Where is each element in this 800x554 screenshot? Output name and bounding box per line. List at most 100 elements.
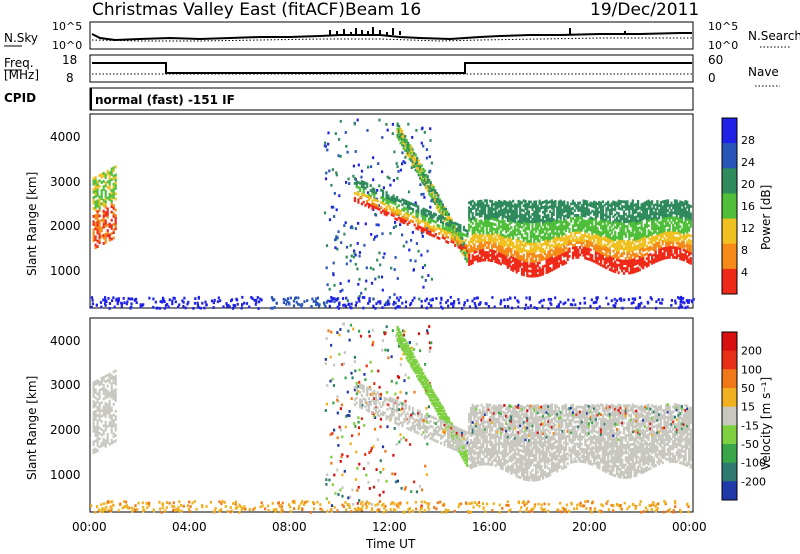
band-cell xyxy=(545,256,548,260)
band-cell xyxy=(531,267,534,271)
band-cell xyxy=(651,254,654,258)
band-cell xyxy=(469,217,473,221)
echo-cell xyxy=(114,197,117,201)
band-cell xyxy=(621,262,624,265)
band-cell xyxy=(533,235,536,238)
band-cell xyxy=(520,263,524,266)
stripe-cell xyxy=(408,146,411,150)
band-cell xyxy=(629,241,633,245)
band-cell xyxy=(610,266,613,270)
band-cell xyxy=(605,256,608,260)
band-cell xyxy=(654,218,657,221)
band-cell xyxy=(578,223,582,227)
band-cell xyxy=(557,212,560,216)
band-cell xyxy=(392,209,395,212)
band-cell xyxy=(612,200,615,204)
band-cell xyxy=(557,208,560,211)
scatter-cell xyxy=(390,355,393,359)
ground-cell xyxy=(439,301,442,305)
band-cell xyxy=(394,416,397,420)
band-cell xyxy=(684,217,687,221)
band-cell xyxy=(355,182,358,186)
band-cell xyxy=(373,392,376,395)
ground-cell xyxy=(463,301,466,304)
band-cell xyxy=(468,253,471,257)
band-cell xyxy=(635,203,638,206)
band-cell xyxy=(594,253,597,257)
band-cell xyxy=(494,228,497,231)
band-cell xyxy=(661,227,664,231)
band-cell xyxy=(600,231,603,235)
scatter-cell xyxy=(357,432,360,436)
band-cell xyxy=(631,199,634,203)
band-cell xyxy=(464,234,467,237)
band-cell xyxy=(535,235,538,238)
band-cell xyxy=(524,241,527,245)
band-cell xyxy=(688,251,691,254)
scatter-cell xyxy=(372,340,375,344)
ground-cell xyxy=(312,300,315,303)
echo-cell xyxy=(98,219,101,223)
ground-cell xyxy=(314,300,318,304)
ground-cell xyxy=(549,298,553,301)
band-cell xyxy=(476,259,480,263)
band-cell xyxy=(517,222,520,225)
band-cell xyxy=(603,221,606,224)
band-cell xyxy=(594,208,597,212)
band-cell xyxy=(445,225,448,229)
band-cell xyxy=(550,268,553,272)
stripe-cell xyxy=(435,403,438,407)
band-cell xyxy=(658,216,661,220)
band-cell xyxy=(596,229,599,233)
ground-cell xyxy=(632,301,635,304)
band-cell xyxy=(612,240,615,243)
band-cell xyxy=(487,253,490,257)
band-cell xyxy=(526,242,529,245)
echo-cell xyxy=(94,224,97,228)
echo-cell xyxy=(114,426,117,429)
band-cell xyxy=(637,244,640,248)
echo-cell xyxy=(110,395,113,399)
band-cell xyxy=(394,210,397,213)
band-cell xyxy=(406,208,409,211)
band-cell xyxy=(661,210,664,214)
echo-cell xyxy=(94,227,97,231)
band-cell xyxy=(529,232,532,236)
band-cell xyxy=(561,201,564,204)
band-cell xyxy=(619,242,622,245)
stripe-cell xyxy=(419,165,422,169)
band-cell xyxy=(614,243,617,246)
band-cell xyxy=(640,257,643,261)
band-cell xyxy=(624,225,627,228)
echo-cell xyxy=(112,397,115,401)
band-cell xyxy=(476,212,480,216)
band-cell xyxy=(607,232,610,236)
band-cell xyxy=(396,196,399,199)
band-cell xyxy=(622,232,626,236)
band-cell xyxy=(468,213,471,217)
band-cell xyxy=(549,267,552,270)
band-cell xyxy=(417,207,420,211)
band-cell xyxy=(522,248,525,252)
band-cell xyxy=(633,216,636,219)
stripe-cell xyxy=(437,412,440,416)
band-cell xyxy=(524,269,527,272)
scatter-cell xyxy=(333,428,336,432)
band-cell xyxy=(642,264,645,267)
band-cell xyxy=(547,216,550,219)
band-cell xyxy=(535,267,538,270)
scatter-cell xyxy=(400,357,403,361)
ground-cell xyxy=(547,307,550,310)
band-cell xyxy=(547,201,550,204)
band-cell xyxy=(496,253,499,257)
cpid-label: CPID xyxy=(4,91,36,105)
scatter-cell xyxy=(352,174,355,178)
ground-cell xyxy=(322,301,326,305)
ground-cell xyxy=(516,299,519,303)
band-cell xyxy=(538,209,541,213)
stripe-cell xyxy=(426,387,429,391)
scatter-cell xyxy=(339,488,342,492)
nave-tick-top: 60 xyxy=(708,53,723,67)
ground-cell xyxy=(256,296,259,299)
echo-cell xyxy=(110,210,113,214)
